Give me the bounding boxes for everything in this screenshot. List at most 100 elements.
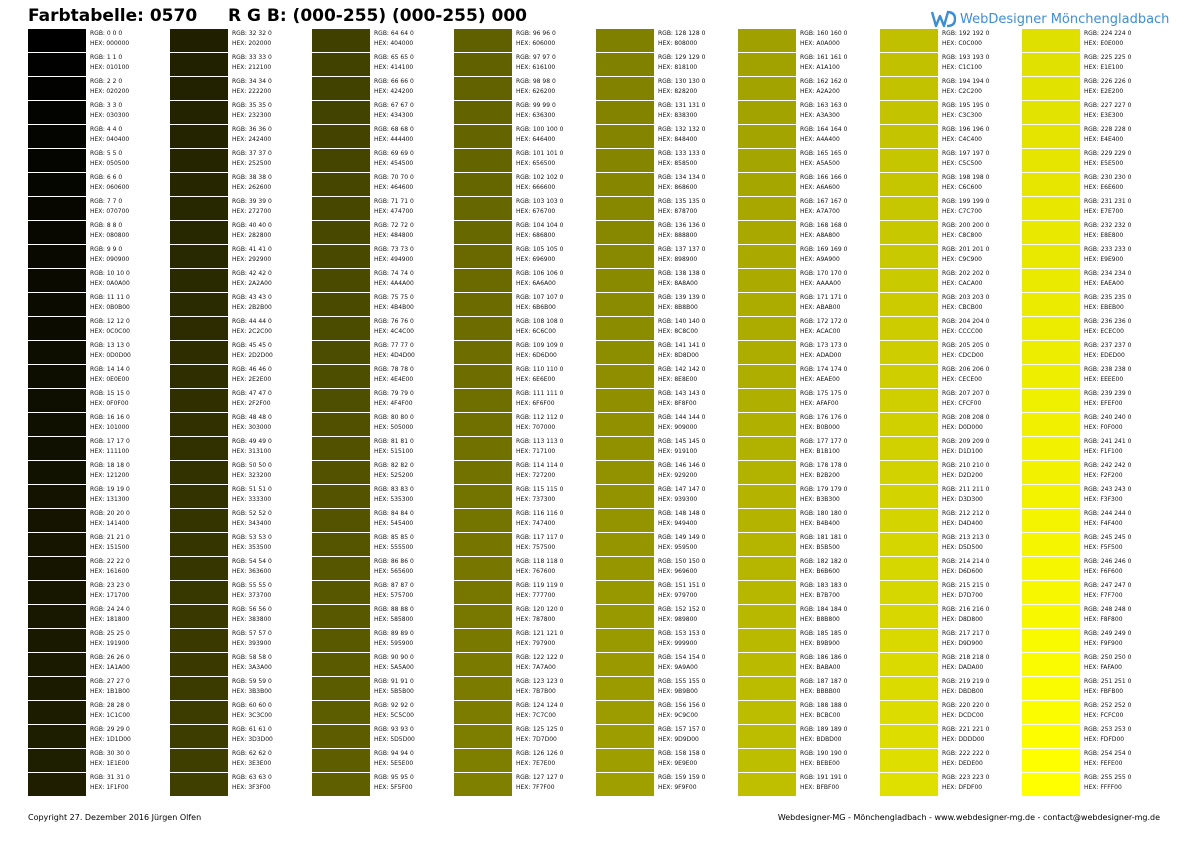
- hex-value: HEX: 363600: [232, 567, 272, 575]
- rgb-value: RGB: 201 201 0: [942, 246, 990, 253]
- color-label: RGB: 224 224 0 HEX: E0E000: [1084, 29, 1131, 48]
- color-swatch: [880, 701, 938, 724]
- hex-value: HEX: 232300: [232, 111, 272, 119]
- color-swatch: [28, 605, 86, 628]
- rgb-value: RGB: 212 212 0: [942, 510, 990, 517]
- color-label: RGB: 202 202 0 HEX: CACA00: [942, 269, 989, 288]
- color-label: RGB: 98 98 0 HEX: 626200: [516, 77, 556, 96]
- color-swatch: [312, 125, 370, 148]
- rgb-value: RGB: 132 132 0: [658, 126, 706, 133]
- rgb-value: RGB: 156 156 0: [658, 702, 706, 709]
- color-swatch: [1022, 461, 1080, 484]
- rgb-value: RGB: 197 197 0: [942, 150, 990, 157]
- hex-value: HEX: F9F900: [1084, 639, 1123, 647]
- hex-value: HEX: 949400: [658, 519, 698, 527]
- hex-value: HEX: 404000: [374, 39, 414, 47]
- color-row: RGB: 118 118 0 HEX: 767600: [454, 556, 590, 580]
- color-row: RGB: 102 102 0 HEX: 666600: [454, 172, 590, 196]
- color-row: RGB: 45 45 0 HEX: 2D2D00: [170, 340, 306, 364]
- color-label: RGB: 0 0 0 HEX: 000000: [90, 29, 129, 48]
- hex-value: HEX: 141400: [90, 519, 130, 527]
- hex-value: HEX: 474700: [374, 207, 414, 215]
- color-swatch: [28, 533, 86, 556]
- color-label: RGB: 84 84 0 HEX: 545400: [374, 509, 414, 528]
- hex-value: HEX: 0B0B00: [90, 303, 130, 311]
- rgb-value: RGB: 236 236 0: [1084, 318, 1132, 325]
- color-label: RGB: 182 182 0 HEX: B6B600: [800, 557, 847, 576]
- color-label: RGB: 195 195 0 HEX: C3C300: [942, 101, 989, 120]
- hex-value: HEX: 1C1C00: [90, 711, 130, 719]
- color-row: RGB: 151 151 0 HEX: 979700: [596, 580, 732, 604]
- rgb-value: RGB: 71 71 0: [374, 198, 414, 205]
- hex-value: HEX: 9A9A00: [658, 663, 698, 671]
- color-row: RGB: 131 131 0 HEX: 838300: [596, 100, 732, 124]
- color-swatch: [596, 605, 654, 628]
- color-label: RGB: 216 216 0 HEX: D8D800: [942, 605, 989, 624]
- color-swatch: [28, 773, 86, 796]
- color-swatch: [1022, 149, 1080, 172]
- color-row: RGB: 86 86 0 HEX: 565600: [312, 556, 448, 580]
- color-swatch: [738, 749, 796, 772]
- color-label: RGB: 32 32 0 HEX: 202000: [232, 29, 272, 48]
- hex-value: HEX: 969600: [658, 567, 698, 575]
- color-row: RGB: 230 230 0 HEX: E6E600: [1022, 172, 1158, 196]
- hex-value: HEX: 585800: [374, 615, 414, 623]
- hex-value: HEX: 2E2E00: [232, 375, 272, 383]
- color-swatch: [170, 29, 228, 52]
- color-swatch: [1022, 389, 1080, 412]
- color-swatch: [738, 629, 796, 652]
- hex-value: HEX: 3C3C00: [232, 711, 272, 719]
- hex-value: HEX: D9D900: [942, 639, 983, 647]
- color-label: RGB: 243 243 0 HEX: F3F300: [1084, 485, 1131, 504]
- color-row: RGB: 133 133 0 HEX: 858500: [596, 148, 732, 172]
- color-swatch: [880, 485, 938, 508]
- color-row: RGB: 90 90 0 HEX: 5A5A00: [312, 652, 448, 676]
- color-label: RGB: 234 234 0 HEX: EAEA00: [1084, 269, 1131, 288]
- color-swatch: [170, 197, 228, 220]
- color-label: RGB: 70 70 0 HEX: 464600: [374, 173, 414, 192]
- color-row: RGB: 32 32 0 HEX: 202000: [170, 28, 306, 52]
- color-row: RGB: 83 83 0 HEX: 535300: [312, 484, 448, 508]
- hex-value: HEX: 676700: [516, 207, 556, 215]
- color-row: RGB: 184 184 0 HEX: B8B800: [738, 604, 874, 628]
- color-row: RGB: 146 146 0 HEX: 929200: [596, 460, 732, 484]
- color-row: RGB: 175 175 0 HEX: AFAF00: [738, 388, 874, 412]
- color-row: RGB: 161 161 0 HEX: A1A100: [738, 52, 874, 76]
- hex-value: HEX: DCDC00: [942, 711, 984, 719]
- color-label: RGB: 233 233 0 HEX: E9E900: [1084, 245, 1131, 264]
- hex-value: HEX: EAEA00: [1084, 279, 1124, 287]
- rgb-value: RGB: 75 75 0: [374, 294, 414, 301]
- color-swatch: [312, 581, 370, 604]
- rgb-value: RGB: 126 126 0: [516, 750, 564, 757]
- page-title: Farbtabelle: 0570: [28, 6, 198, 26]
- color-swatch: [170, 533, 228, 556]
- color-row: RGB: 95 95 0 HEX: 5F5F00: [312, 772, 448, 796]
- color-label: RGB: 127 127 0 HEX: 7F7F00: [516, 773, 563, 792]
- rgb-value: RGB: 27 27 0: [90, 678, 130, 685]
- color-swatch: [880, 413, 938, 436]
- color-label: RGB: 49 49 0 HEX: 313100: [232, 437, 272, 456]
- color-row: RGB: 193 193 0 HEX: C1C100: [880, 52, 1016, 76]
- color-row: RGB: 239 239 0 HEX: EFEF00: [1022, 388, 1158, 412]
- color-row: RGB: 20 20 0 HEX: 141400: [28, 508, 164, 532]
- hex-value: HEX: 393900: [232, 639, 272, 647]
- color-label: RGB: 82 82 0 HEX: 525200: [374, 461, 414, 480]
- hex-value: HEX: 030300: [90, 111, 130, 119]
- rgb-value: RGB: 69 69 0: [374, 150, 414, 157]
- color-swatch: [596, 677, 654, 700]
- color-label: RGB: 106 106 0 HEX: 6A6A00: [516, 269, 563, 288]
- color-row: RGB: 27 27 0 HEX: 1B1B00: [28, 676, 164, 700]
- rgb-value: RGB: 245 245 0: [1084, 534, 1132, 541]
- rgb-value: RGB: 244 244 0: [1084, 510, 1132, 517]
- rgb-value: RGB: 23 23 0: [90, 582, 130, 589]
- rgb-value: RGB: 2 2 0: [90, 78, 123, 85]
- rgb-value: RGB: 84 84 0: [374, 510, 414, 517]
- hex-value: HEX: A5A500: [800, 159, 840, 167]
- color-row: RGB: 49 49 0 HEX: 313100: [170, 436, 306, 460]
- color-row: RGB: 91 91 0 HEX: 5B5B00: [312, 676, 448, 700]
- color-swatch: [28, 365, 86, 388]
- color-row: RGB: 52 52 0 HEX: 343400: [170, 508, 306, 532]
- color-swatch: [738, 221, 796, 244]
- color-label: RGB: 136 136 0 HEX: 888800: [658, 221, 705, 240]
- rgb-value: RGB: 180 180 0: [800, 510, 848, 517]
